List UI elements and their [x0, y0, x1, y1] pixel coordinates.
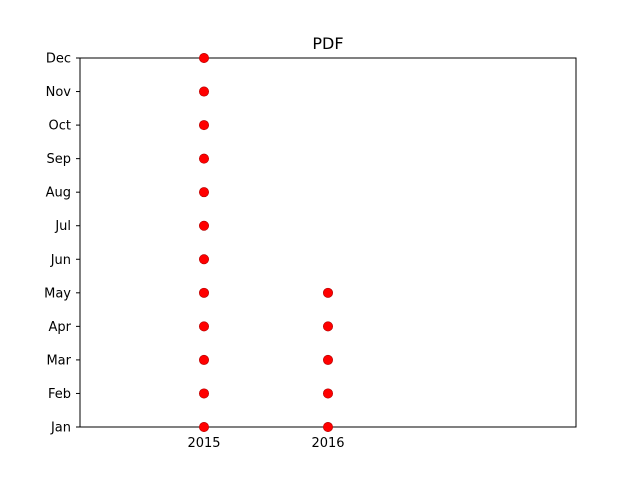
data-points — [199, 52, 333, 432]
y-tick-label: Dec — [46, 52, 71, 67]
data-point — [322, 421, 333, 432]
data-point — [199, 287, 210, 298]
y-tick-label: Sep — [46, 152, 71, 167]
data-point — [199, 388, 210, 399]
plot-area-frame — [79, 57, 577, 428]
y-tick-label: May — [44, 286, 71, 301]
data-point — [199, 321, 210, 332]
data-point — [199, 120, 210, 131]
x-tick-label: 2015 — [187, 436, 220, 451]
data-point — [199, 153, 210, 164]
chart-title: PDF — [312, 34, 343, 53]
x-axis: 2015 2016 — [187, 427, 345, 451]
data-point — [199, 354, 210, 365]
y-tick-label: Mar — [46, 353, 71, 368]
data-point — [199, 421, 210, 432]
data-point — [199, 254, 210, 265]
x-tick-label: 2016 — [311, 436, 344, 451]
y-tick-label: Apr — [49, 320, 72, 335]
y-tick-label: Jan — [50, 421, 71, 436]
y-tick-label: Feb — [48, 387, 71, 402]
data-point — [199, 86, 210, 97]
data-point — [322, 287, 333, 298]
y-tick-label: Jun — [50, 253, 71, 268]
y-tick-label: Nov — [46, 85, 72, 100]
data-point — [322, 321, 333, 332]
y-tick-label: Oct — [49, 119, 71, 134]
data-point — [322, 388, 333, 399]
y-axis: Jan Feb Mar Apr May Jun Jul Aug Sep Oct Nov Dec — [44, 52, 80, 436]
y-tick-label: Jul — [54, 219, 71, 234]
data-point — [199, 52, 210, 63]
y-tick-label: Aug — [46, 186, 71, 201]
data-point — [322, 354, 333, 365]
data-point — [199, 187, 210, 198]
data-point — [199, 220, 210, 231]
